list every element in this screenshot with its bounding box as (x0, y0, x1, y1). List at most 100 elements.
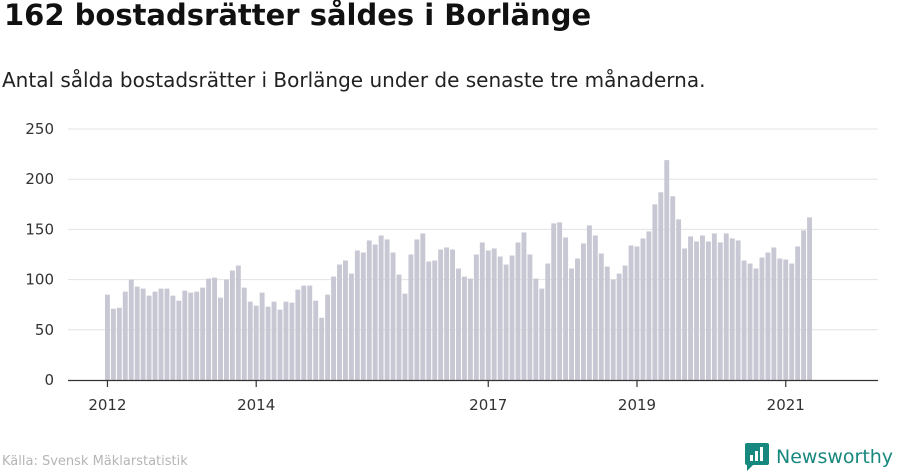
y-tick-label: 150 (25, 220, 54, 238)
bar (325, 294, 331, 380)
bar (247, 301, 253, 380)
bar (676, 219, 682, 380)
bar (438, 249, 444, 380)
bar (128, 279, 134, 380)
bar (235, 265, 241, 380)
x-tick-label: 2017 (469, 396, 507, 414)
bar (551, 223, 557, 380)
bar (747, 263, 753, 380)
bar (646, 231, 652, 380)
bar (789, 263, 795, 380)
bar (105, 294, 110, 380)
bar (313, 300, 319, 380)
bar (289, 302, 295, 380)
bar (670, 196, 676, 380)
source-note: Källa: Svensk Mäklarstatistik (2, 454, 188, 469)
bar (122, 291, 128, 380)
x-tick-label: 2019 (618, 396, 656, 414)
bar (509, 255, 515, 380)
bar (170, 295, 176, 380)
bar (563, 237, 569, 380)
bar (807, 217, 812, 380)
bar (759, 257, 765, 380)
bar (462, 276, 467, 380)
bar (545, 263, 551, 380)
bar (390, 252, 396, 380)
bar (711, 233, 717, 380)
bar (200, 287, 206, 380)
bar (592, 235, 598, 380)
brand[interactable]: Newsworthy (744, 442, 893, 472)
bar (188, 292, 194, 380)
bar (634, 246, 640, 380)
bar (378, 235, 384, 380)
bar (515, 242, 521, 380)
bar (218, 297, 223, 380)
bar (497, 256, 503, 380)
bar (444, 247, 450, 380)
bar (473, 254, 479, 380)
bar (265, 306, 271, 380)
bar (277, 309, 283, 380)
highlight-value-label: 162 (837, 0, 866, 4)
bar (533, 278, 539, 380)
bar (610, 279, 616, 380)
bar (224, 279, 229, 380)
bar (598, 253, 604, 380)
bar (539, 288, 545, 380)
bar (450, 249, 455, 380)
bar (777, 258, 783, 380)
bar (705, 241, 711, 380)
bar (735, 240, 741, 380)
bar (581, 243, 586, 380)
bar (348, 273, 354, 380)
bar (426, 261, 432, 380)
bar (116, 307, 122, 380)
bar (717, 242, 723, 380)
bar (616, 273, 622, 380)
bar (658, 192, 664, 380)
bar (229, 270, 235, 380)
bar (402, 293, 408, 380)
bar (152, 291, 158, 380)
bar (485, 250, 491, 380)
bar (360, 252, 366, 380)
bar (622, 265, 628, 380)
bar (140, 288, 146, 380)
bar (194, 291, 200, 380)
bar (753, 268, 759, 380)
bar (628, 245, 634, 380)
bar (527, 254, 533, 380)
bar (503, 264, 509, 380)
bar (586, 225, 592, 380)
bar (688, 236, 693, 380)
bar (682, 248, 688, 380)
bar (307, 285, 313, 380)
bar (694, 241, 699, 380)
bar (134, 286, 140, 380)
bar (467, 278, 473, 380)
bar (771, 247, 777, 380)
bar (783, 259, 789, 380)
bar (253, 305, 259, 380)
y-tick-label: 0 (44, 371, 54, 389)
bar (271, 301, 277, 380)
bar (664, 160, 670, 380)
bar (765, 252, 771, 380)
bar (801, 230, 807, 380)
bar (331, 276, 336, 380)
bar (343, 260, 348, 380)
bar (164, 288, 170, 380)
bar (604, 266, 610, 380)
x-tick-label: 2014 (237, 396, 275, 414)
bar (456, 268, 461, 380)
bar (146, 295, 152, 380)
bar (795, 246, 801, 380)
bar (640, 238, 646, 380)
bar (182, 290, 188, 380)
bar (366, 240, 372, 380)
bar (158, 288, 164, 380)
bar (206, 278, 212, 380)
bar (723, 233, 729, 380)
